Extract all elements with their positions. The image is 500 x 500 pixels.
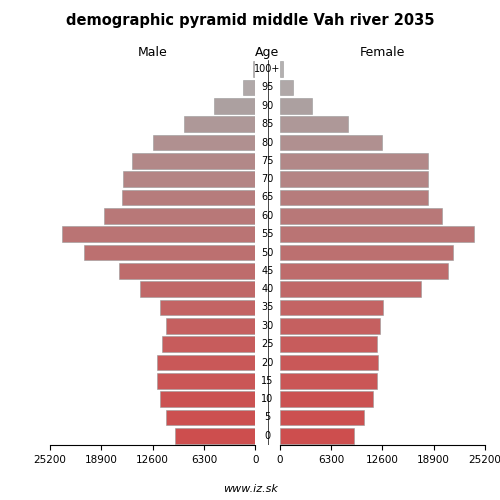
Bar	[280, 428, 354, 444]
Title: Female: Female	[360, 46, 405, 59]
Text: 40: 40	[262, 284, 274, 294]
Bar	[280, 354, 378, 370]
Bar	[280, 134, 382, 150]
Bar	[124, 172, 255, 187]
Bar	[280, 336, 376, 352]
Bar	[214, 98, 255, 114]
Bar	[166, 410, 255, 426]
Bar	[280, 190, 428, 206]
Bar	[280, 116, 348, 132]
Text: 80: 80	[262, 138, 274, 147]
Bar	[280, 392, 374, 407]
Title: Male: Male	[138, 46, 168, 59]
Text: www.iz.sk: www.iz.sk	[222, 484, 278, 494]
Bar	[156, 354, 255, 370]
Text: 30: 30	[262, 321, 274, 331]
Bar	[176, 428, 255, 444]
Text: 20: 20	[262, 358, 274, 368]
Text: 35: 35	[262, 302, 274, 312]
Text: 45: 45	[262, 266, 274, 276]
Text: 95: 95	[262, 82, 274, 92]
Bar	[158, 373, 255, 388]
Text: 5: 5	[264, 412, 270, 422]
Bar	[160, 300, 255, 316]
Bar	[140, 282, 255, 297]
Text: demographic pyramid middle Vah river 2035: demographic pyramid middle Vah river 203…	[66, 12, 434, 28]
Bar	[122, 190, 255, 206]
Bar	[184, 116, 255, 132]
Bar	[132, 153, 255, 168]
Text: 65: 65	[262, 192, 274, 202]
Text: 15: 15	[262, 376, 274, 386]
Bar	[162, 336, 255, 352]
Bar	[119, 263, 255, 278]
Bar	[160, 392, 255, 407]
Text: 60: 60	[262, 211, 274, 221]
Text: 75: 75	[261, 156, 274, 166]
Bar	[252, 62, 255, 77]
Text: 0: 0	[264, 431, 270, 441]
Bar	[280, 80, 293, 96]
Bar	[280, 410, 364, 426]
Bar	[280, 300, 383, 316]
Bar	[280, 62, 283, 77]
Title: Age: Age	[256, 46, 280, 59]
Bar	[154, 134, 255, 150]
Bar	[104, 208, 255, 224]
Bar	[280, 226, 474, 242]
Bar	[280, 282, 422, 297]
Text: 70: 70	[262, 174, 274, 184]
Bar	[280, 153, 428, 168]
Bar	[166, 318, 255, 334]
Bar	[62, 226, 255, 242]
Bar	[280, 98, 312, 114]
Bar	[243, 80, 255, 96]
Bar	[280, 263, 448, 278]
Text: 55: 55	[261, 229, 274, 239]
Bar	[280, 318, 380, 334]
Bar	[280, 172, 428, 187]
Text: 25: 25	[261, 339, 274, 349]
Text: 100+: 100+	[254, 64, 280, 74]
Text: 50: 50	[262, 248, 274, 258]
Text: 90: 90	[262, 101, 274, 111]
Text: 85: 85	[262, 119, 274, 129]
Bar	[280, 373, 376, 388]
Bar	[280, 244, 453, 260]
Bar	[84, 244, 255, 260]
Bar	[280, 208, 442, 224]
Text: 10: 10	[262, 394, 274, 404]
